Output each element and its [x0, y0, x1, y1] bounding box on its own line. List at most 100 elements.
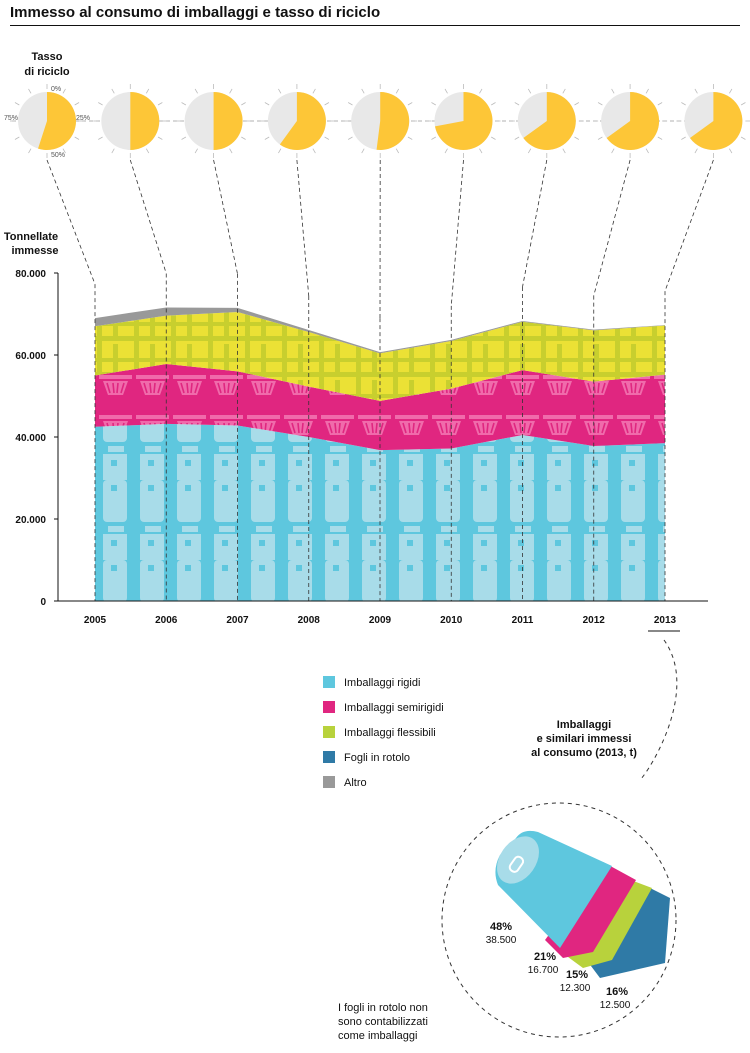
- pie-tick: [157, 136, 163, 140]
- legend-label: Altro: [344, 777, 367, 789]
- x-tick-label: 2012: [583, 615, 606, 626]
- pie-tick: [479, 148, 483, 154]
- pie-slice-recycled: [130, 92, 160, 150]
- pie-tick: [574, 136, 580, 140]
- x-tick-label: 2010: [440, 615, 463, 626]
- pie-tick: [241, 136, 246, 140]
- pie-connector: [129, 159, 167, 274]
- pie-tick: [611, 88, 615, 94]
- pie-tick: [264, 136, 270, 140]
- note-line3: come imballaggi: [338, 1030, 417, 1042]
- breakdown-pct-fogli: 16%: [606, 986, 628, 998]
- pie-tick: [562, 148, 566, 154]
- recycling-pie: [176, 84, 251, 158]
- recycling-pie: [93, 84, 168, 158]
- pie-tick: [28, 148, 32, 154]
- pie-slice-recycled: [523, 92, 576, 150]
- roll-cylinder: [495, 830, 670, 978]
- pie-tick: [444, 88, 448, 94]
- pie-tick: [194, 88, 198, 94]
- recycling-pie: [593, 84, 668, 158]
- pie-tick: [740, 102, 746, 106]
- recycling-pies: [10, 84, 750, 158]
- y-tick-label: 80.000: [15, 269, 46, 280]
- breakdown-val-semirigidi: 16.700: [528, 965, 559, 976]
- pie-tick: [264, 102, 270, 106]
- title-rule: [10, 25, 740, 26]
- pie-tick: [361, 148, 365, 154]
- pie-tick: [28, 88, 32, 94]
- pie-tick: [491, 102, 496, 106]
- recycling-pie: [259, 84, 334, 158]
- pie-tick: [527, 88, 532, 94]
- pie-tick: [514, 136, 520, 140]
- pie-slice-recycled: [435, 92, 493, 150]
- recycling-pie: [676, 84, 750, 158]
- pie-slice-recycled: [689, 92, 743, 151]
- recycling-pie: [343, 84, 418, 158]
- pie-tick: [312, 88, 316, 94]
- pie-slice-recycled: [213, 92, 243, 150]
- pie-tick: [657, 136, 663, 140]
- pie-connector: [46, 159, 96, 285]
- pie-tick: [407, 136, 413, 140]
- legend-label: Imballaggi rigidi: [344, 677, 420, 689]
- recycling-tick-50: 50%: [51, 152, 65, 159]
- breakdown-val-fogli: 12.500: [600, 1000, 631, 1011]
- page-title: Immesso al consumo di imballaggi e tasso…: [10, 4, 381, 21]
- recycling-pie: [509, 84, 584, 158]
- legend: Imballaggi rigidi Imballaggi semirigidi Im…: [323, 676, 444, 789]
- pie-tick: [562, 88, 566, 94]
- pie-connector: [522, 159, 548, 288]
- pie-tick: [241, 102, 246, 106]
- pie-tick: [657, 102, 663, 106]
- breakdown-val-flessibili: 12.300: [560, 983, 591, 994]
- breakdown-title-line3: al consumo (2013, t): [531, 747, 637, 759]
- legend-swatch: [323, 676, 335, 688]
- pie-tick: [694, 148, 698, 154]
- breakdown-val-rigidi: 38.500: [486, 935, 517, 946]
- pie-slice-recycled: [38, 92, 76, 151]
- pie-tick: [98, 136, 103, 140]
- breakdown-connector: [639, 639, 678, 781]
- recycling-pie: [426, 84, 501, 158]
- pie-tick: [491, 136, 496, 140]
- pie-tick: [681, 136, 686, 140]
- x-tick-label: 2005: [84, 615, 107, 626]
- legend-label: Imballaggi flessibili: [344, 727, 436, 739]
- pie-tick: [479, 88, 483, 94]
- recycling-pie: [10, 84, 84, 158]
- pie-tick: [181, 102, 187, 106]
- note-line1: I fogli in rotolo non: [338, 1002, 428, 1014]
- legend-swatch: [323, 726, 335, 738]
- pie-tick: [181, 136, 187, 140]
- recycling-label-line2: di riciclo: [24, 66, 70, 78]
- pie-tick: [597, 102, 603, 106]
- legend-swatch: [323, 751, 335, 763]
- pie-tick: [694, 88, 698, 94]
- pie-tick: [111, 88, 115, 94]
- pie-tick: [312, 148, 316, 154]
- pie-tick: [729, 148, 733, 154]
- y-tick-label: 0: [40, 597, 46, 608]
- pie-tick: [407, 102, 413, 106]
- pie-tick: [229, 148, 233, 154]
- breakdown-title-line1: Imballaggi: [557, 719, 611, 731]
- pie-tick: [324, 102, 330, 106]
- roll-tab: [508, 855, 525, 873]
- pie-tick: [431, 102, 436, 106]
- pie-tick: [111, 148, 115, 154]
- pie-slice-recycled: [606, 92, 660, 151]
- y-axis-label-line2: immesse: [11, 245, 58, 257]
- pie-tick: [729, 88, 733, 94]
- legend-swatch: [323, 701, 335, 713]
- pie-tick: [14, 136, 20, 140]
- pie-tick: [444, 148, 448, 154]
- pie-tick: [62, 88, 66, 94]
- pie-tick: [395, 88, 400, 94]
- pie-tick: [681, 102, 686, 106]
- area-altro: [95, 307, 665, 354]
- breakdown-pct-rigidi: 48%: [490, 921, 512, 933]
- pie-tick: [597, 136, 603, 140]
